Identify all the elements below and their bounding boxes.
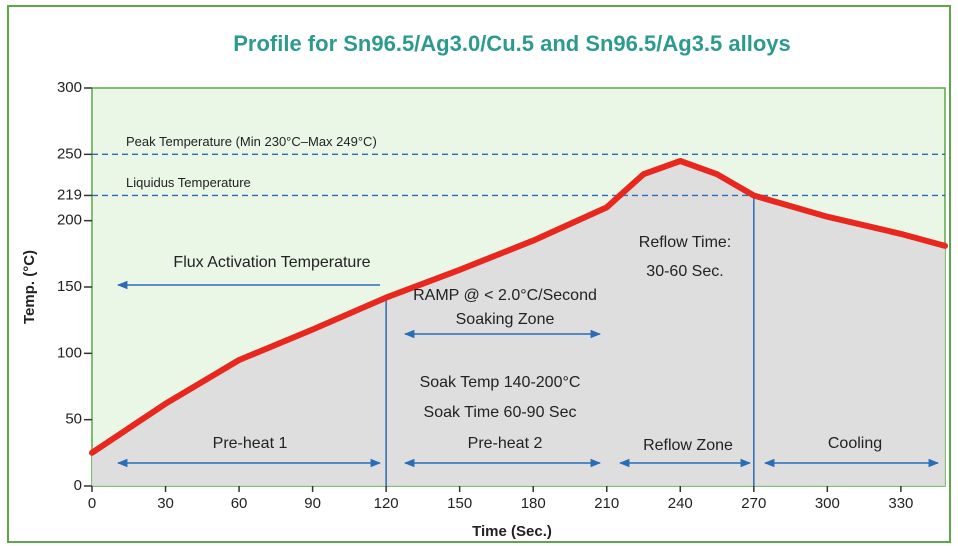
x-tick-label: 180 [521,495,546,512]
annotation: Reflow Time: [639,234,731,251]
x-axis-label: Time (Sec.) [472,523,552,540]
y-tick-label: 100 [57,344,82,361]
x-tick-label: 210 [594,495,619,512]
zone-arrows [116,280,940,468]
x-tick-label: 240 [668,495,693,512]
x-tick-label: 120 [374,495,399,512]
x-tick-label: 60 [231,495,248,512]
y-tick-label: 250 [57,145,82,162]
y-axis-label: Temp. (°C) [21,250,38,324]
x-tick-label: 150 [447,495,472,512]
annotation: Soak Temp 140-200°C [420,374,581,391]
area [92,161,945,486]
x-tick-label: 90 [304,495,321,512]
reference-label: Peak Temperature (Min 230°C–Max 249°C) [126,134,377,149]
y-tick-label: 50 [65,411,82,428]
y-tick-label: 150 [57,278,82,295]
annotation: RAMP @ < 2.0°C/Second [413,287,597,304]
line [89,158,948,456]
reference-label: Liquidus Temperature [126,175,251,190]
annotation: Cooling [828,435,882,452]
annotation: Soak Time 60-90 Sec [424,404,577,421]
annotation: Pre-heat 1 [213,435,288,452]
chart-title: Profile for Sn96.5/Ag3.0/Cu.5 and Sn96.5… [233,31,791,56]
annotation: 30-60 Sec. [646,263,723,280]
x-tick-label: 270 [741,495,766,512]
annotation: Pre-heat 2 [468,435,543,452]
y-tick-label: 200 [57,212,82,229]
y-tick-label: 300 [57,79,82,96]
annotation: Reflow Zone [643,437,733,454]
x-tick-label: 30 [157,495,174,512]
annotation: Soaking Zone [456,311,555,328]
x-tick-label: 300 [815,495,840,512]
annotation: Flux Activation Temperature [173,254,370,271]
y-tick-label: 0 [74,477,82,494]
x-tick-label: 0 [88,495,96,512]
x-tick-label: 330 [888,495,913,512]
y-tick-label: 219 [57,186,82,203]
